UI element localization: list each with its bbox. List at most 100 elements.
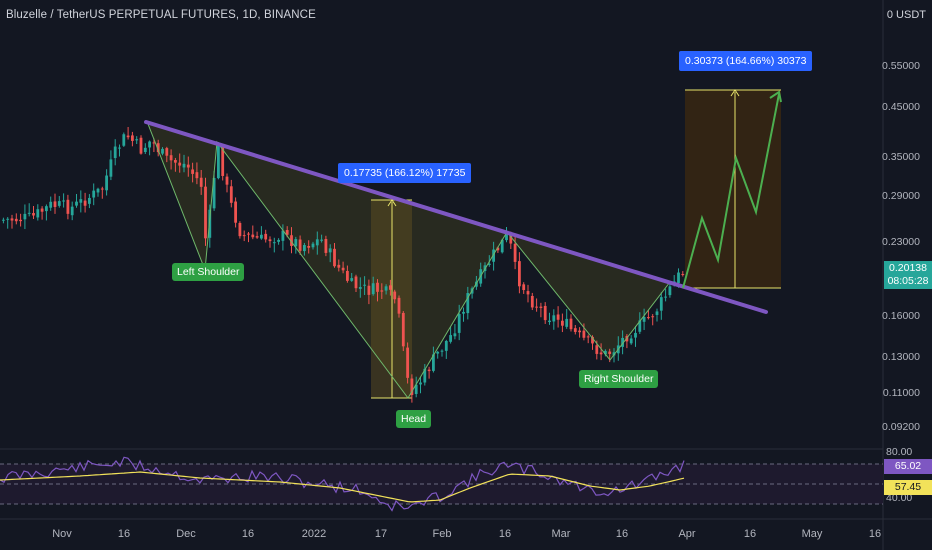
candle-body [105, 175, 108, 191]
right-shoulder-label[interactable]: Right Shoulder [579, 370, 659, 388]
time-tick: 16 [615, 528, 629, 540]
candle-body [135, 139, 139, 141]
head-label[interactable]: Head [396, 410, 432, 428]
neckline-trendline[interactable] [144, 120, 768, 314]
candle-body [677, 272, 680, 284]
candle-body [143, 147, 147, 153]
candle-body [449, 335, 452, 342]
candle-body [401, 312, 405, 347]
current-price-badge[interactable]: 0.20138 08:05:28 [884, 261, 932, 289]
candle-body [324, 239, 328, 253]
candle-body [496, 247, 500, 251]
symbol-title[interactable]: Bluzelle / TetherUS PERPETUAL FUTURES, 1… [6, 9, 316, 21]
candle-body [178, 162, 182, 166]
candle-body [350, 278, 354, 281]
candle-body [182, 163, 186, 168]
time-tick: 16 [241, 528, 255, 540]
candle-body [152, 142, 156, 144]
candle-body [49, 201, 53, 208]
candle-body [668, 286, 672, 296]
time-tick: Dec [176, 528, 196, 540]
candle-body [419, 382, 422, 385]
candle-body [285, 230, 289, 235]
candle-body [457, 314, 461, 333]
candle-body [552, 315, 556, 322]
candle-body [169, 155, 173, 161]
candle-body [118, 147, 121, 149]
time-tick: 16 [498, 528, 512, 540]
rsi-ma-value-badge: 57.45 [884, 480, 932, 495]
candle-body [363, 284, 366, 286]
time-tick: Feb [432, 528, 452, 540]
candle-body [199, 177, 203, 187]
candle-body [57, 201, 61, 206]
candle-body [500, 239, 504, 253]
candle-body [6, 218, 10, 220]
candle-body [139, 137, 143, 154]
candle-body [341, 267, 345, 271]
price-tick: 0.29000 [882, 190, 920, 202]
candle-body [397, 297, 401, 314]
time-tick: 16 [868, 528, 882, 540]
candle-body [582, 330, 586, 338]
rsi-line [0, 456, 685, 512]
candle-body [294, 239, 298, 247]
time-tick: Apr [678, 528, 696, 540]
candle-body [346, 270, 349, 281]
candle-body [539, 306, 543, 308]
right-shoulder-area [507, 232, 670, 360]
candle-body [19, 219, 22, 222]
candle-body [238, 222, 242, 237]
candle-body [23, 213, 27, 220]
candle-body [79, 199, 83, 203]
candle-body [75, 201, 78, 206]
candle-body [333, 248, 336, 267]
candle-body [380, 290, 384, 292]
candle-body [131, 135, 134, 141]
candle-body [225, 176, 229, 185]
currency-label[interactable]: 0 USDT [886, 9, 926, 21]
candle-body [634, 332, 637, 338]
candle-body [569, 318, 573, 330]
candle-body [221, 145, 225, 176]
candle-body [526, 291, 530, 295]
candle-body [427, 369, 431, 372]
candle-body [410, 378, 414, 395]
time-tick: Nov [52, 528, 72, 540]
candle-body [328, 248, 332, 253]
candle-body [535, 306, 538, 308]
target-measure-label[interactable]: 0.30373 (164.66%) 30373 [679, 51, 813, 71]
candle-body [186, 164, 190, 168]
candle-body [113, 146, 117, 159]
candle-body [337, 264, 341, 268]
candle-body [307, 246, 311, 248]
projection-path [682, 93, 780, 289]
candle-body [621, 337, 624, 347]
candle-body [156, 143, 160, 153]
rsi-ma-line [0, 471, 685, 503]
candle-body [298, 239, 302, 251]
candle-body [100, 188, 104, 190]
candle-body [556, 314, 560, 320]
candle-body [604, 350, 607, 355]
left-shoulder-label[interactable]: Left Shoulder [172, 263, 245, 281]
candle-body [83, 200, 87, 206]
candle-body [548, 320, 551, 323]
candle-body [272, 242, 276, 244]
candle-body [466, 293, 470, 314]
price-tick: 0.55000 [882, 60, 920, 72]
candle-body [204, 186, 207, 239]
candle-body [453, 333, 457, 337]
candle-body [191, 169, 194, 174]
candle-body [518, 261, 521, 287]
candle-body [165, 148, 169, 156]
candle-body [10, 218, 14, 221]
head-measure-label[interactable]: 0.17735 (166.12%) 17735 [338, 163, 472, 183]
target-measure-box [685, 90, 781, 288]
candle-body [27, 212, 31, 214]
candle-body [440, 350, 444, 352]
candle-body [358, 287, 362, 289]
candle-body [651, 316, 655, 318]
rsi-axis-top: 80.00 [886, 446, 913, 458]
